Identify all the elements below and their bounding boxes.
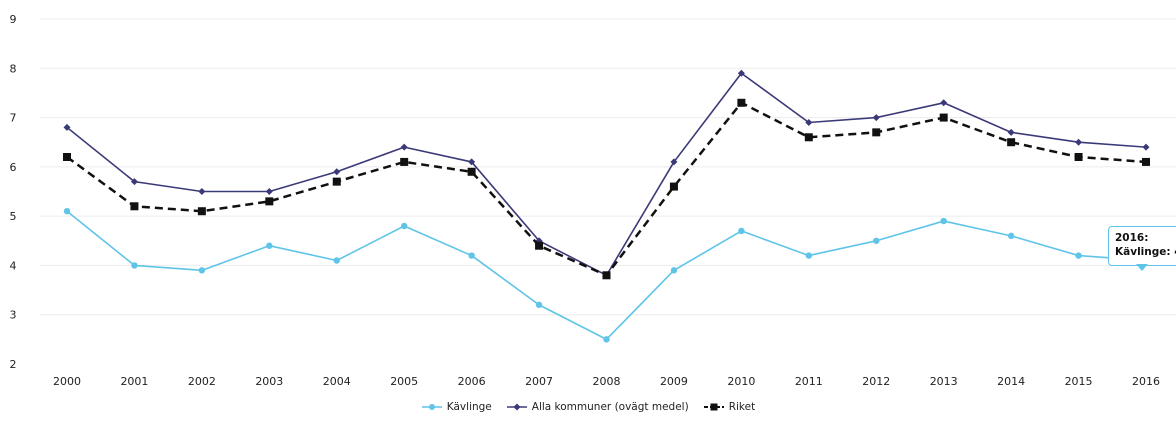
- data-point-k-vlinge[interactable]: [131, 262, 138, 269]
- legend-swatch-riket: [703, 403, 724, 411]
- x-tick-label: 2010: [727, 375, 755, 388]
- y-tick-label: 2: [10, 358, 17, 371]
- x-tick-label: 2004: [323, 375, 351, 388]
- x-tick-label: 2007: [525, 375, 553, 388]
- data-point-riket[interactable]: [265, 197, 274, 206]
- y-axis: 2 3 4 5 6 7 8 9: [10, 13, 17, 371]
- data-point-riket[interactable]: [1007, 138, 1016, 147]
- x-tick-label: 2015: [1065, 375, 1093, 388]
- data-point-riket[interactable]: [939, 113, 948, 122]
- tooltip-year: 2016:: [1115, 232, 1149, 244]
- data-point-alla-kommuner-ov-gt-medel[interactable]: [1007, 128, 1015, 136]
- data-point-riket[interactable]: [872, 128, 881, 137]
- data-point-k-vlinge[interactable]: [670, 267, 678, 274]
- data-point-alla-kommuner-ov-gt-medel[interactable]: [63, 123, 71, 131]
- y-tick-label: 4: [10, 259, 17, 272]
- data-point-alla-kommuner-ov-gt-medel[interactable]: [400, 143, 408, 151]
- x-tick-label: 2000: [53, 375, 81, 388]
- data-point-alla-kommuner-ov-gt-medel[interactable]: [198, 188, 206, 195]
- data-point-k-vlinge[interactable]: [333, 257, 340, 264]
- data-point-alla-kommuner-ov-gt-medel[interactable]: [872, 114, 880, 122]
- y-tick-label: 8: [10, 62, 17, 75]
- x-tick-label: 2002: [188, 375, 216, 388]
- legend-item-alla-kommuner[interactable]: Alla kommuner (ovägt medel): [506, 401, 689, 413]
- data-point-riket[interactable]: [737, 98, 746, 107]
- data-point-k-vlinge[interactable]: [603, 336, 610, 343]
- data-point-riket[interactable]: [1074, 153, 1083, 161]
- data-point-k-vlinge[interactable]: [198, 267, 206, 274]
- data-point-riket[interactable]: [804, 133, 813, 142]
- series-line-riket: [66, 101, 1147, 277]
- data-point-riket[interactable]: [130, 202, 139, 211]
- data-point-alla-kommuner-ov-gt-medel[interactable]: [333, 168, 341, 176]
- data-point-k-vlinge[interactable]: [738, 227, 745, 235]
- legend-label-kavlinge: Kävlinge: [446, 401, 492, 413]
- data-point-alla-kommuner-ov-gt-medel[interactable]: [130, 178, 138, 186]
- y-tick-label: 7: [10, 112, 17, 125]
- legend-label-riket: Riket: [728, 401, 756, 413]
- data-point-alla-kommuner-ov-gt-medel[interactable]: [1075, 138, 1083, 146]
- legend-item-kavlinge[interactable]: Kävlinge: [421, 401, 492, 413]
- x-tick-label: 2008: [593, 375, 621, 388]
- data-point-alla-kommuner-ov-gt-medel[interactable]: [737, 69, 745, 77]
- data-point-k-vlinge[interactable]: [535, 301, 543, 309]
- x-tick-label: 2016: [1132, 375, 1160, 388]
- data-point-k-vlinge[interactable]: [400, 222, 408, 230]
- x-axis: 2000 2001 2002 2003 2004 2005 2006 2007 2008 2009…: [53, 375, 1160, 388]
- data-point-riket[interactable]: [63, 153, 71, 161]
- x-tick-label: 2001: [120, 375, 148, 388]
- data-point-alla-kommuner-ov-gt-medel[interactable]: [1142, 143, 1150, 151]
- x-tick-label: 2014: [997, 375, 1025, 388]
- data-point-k-vlinge[interactable]: [468, 252, 475, 259]
- data-tooltip: 2016: Kävlinge: 4: [1108, 226, 1176, 266]
- grid-lines: [40, 18, 1176, 316]
- tooltip-value: Kävlinge: 4: [1115, 246, 1176, 258]
- data-point-k-vlinge[interactable]: [266, 242, 273, 249]
- data-point-k-vlinge[interactable]: [940, 217, 947, 225]
- x-tick-label: 2009: [660, 375, 688, 388]
- data-point-k-vlinge[interactable]: [1075, 252, 1082, 259]
- legend-swatch-alla-kommuner: [506, 403, 527, 411]
- x-tick-label: 2003: [255, 375, 283, 388]
- x-tick-label: 2011: [795, 375, 823, 388]
- legend-swatch-kavlinge: [421, 404, 442, 410]
- data-point-riket[interactable]: [400, 157, 409, 166]
- x-tick-label: 2006: [458, 375, 486, 388]
- data-point-alla-kommuner-ov-gt-medel[interactable]: [468, 158, 476, 166]
- data-point-k-vlinge[interactable]: [873, 237, 880, 244]
- series-group: [63, 69, 1150, 343]
- tooltip-pointer: [1136, 264, 1148, 271]
- data-point-riket[interactable]: [332, 177, 341, 186]
- x-tick-label: 2005: [390, 375, 418, 388]
- data-point-riket[interactable]: [669, 182, 678, 191]
- y-tick-label: 3: [10, 309, 17, 322]
- data-point-riket[interactable]: [535, 241, 544, 250]
- data-point-riket[interactable]: [1142, 157, 1150, 166]
- y-tick-label: 6: [10, 161, 17, 174]
- data-point-alla-kommuner-ov-gt-medel[interactable]: [670, 158, 678, 166]
- data-point-k-vlinge[interactable]: [63, 208, 71, 215]
- y-tick-label: 9: [10, 13, 17, 26]
- legend-label-alla-kommuner: Alla kommuner (ovägt medel): [531, 401, 689, 413]
- y-tick-label: 5: [10, 210, 17, 223]
- data-point-riket[interactable]: [602, 271, 611, 280]
- data-point-riket[interactable]: [467, 167, 476, 176]
- data-point-alla-kommuner-ov-gt-medel[interactable]: [940, 99, 948, 107]
- data-point-alla-kommuner-ov-gt-medel[interactable]: [805, 119, 813, 126]
- legend: Kävlinge Alla kommuner (ovägt medel) Rik…: [0, 397, 1176, 417]
- data-point-k-vlinge[interactable]: [805, 252, 813, 259]
- x-tick-label: 2013: [930, 375, 958, 388]
- legend-item-riket[interactable]: Riket: [703, 401, 756, 413]
- data-point-k-vlinge[interactable]: [1007, 232, 1015, 240]
- x-tick-label: 2012: [862, 375, 890, 388]
- data-point-alla-kommuner-ov-gt-medel[interactable]: [265, 188, 273, 195]
- series-line-alla-kommuner-ov-gt-medel: [66, 72, 1147, 277]
- data-point-riket[interactable]: [197, 207, 206, 216]
